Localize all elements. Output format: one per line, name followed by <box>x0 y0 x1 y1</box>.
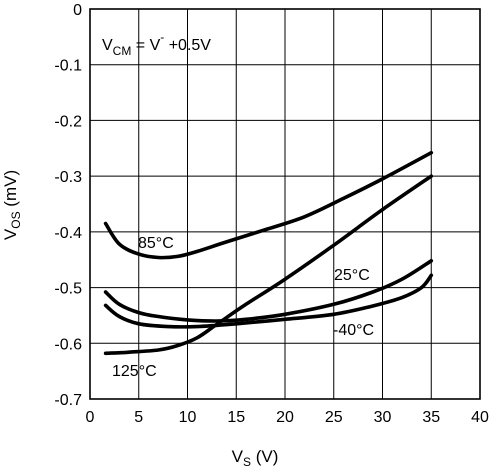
x-tick-label: 10 <box>179 409 197 426</box>
x-tick-labels: 0 5 10 15 20 25 30 35 40 <box>86 409 489 426</box>
x-tick-label: 35 <box>422 409 440 426</box>
x-tick-label: 25 <box>325 409 343 426</box>
series-label-minus40c: -40°C <box>333 322 374 339</box>
x-tick-label: 0 <box>86 409 95 426</box>
y-tick-label: -0.1 <box>54 58 82 75</box>
grid <box>90 9 480 399</box>
x-tick-label: 40 <box>471 409 489 426</box>
y-axis-title: VOS (mV) <box>1 170 23 240</box>
plot-frame <box>89 8 481 400</box>
series-label-25c: 25°C <box>334 267 370 284</box>
y-tick-label: -0.3 <box>54 169 82 186</box>
series-line-minus40c <box>103 273 434 329</box>
y-tick-label: -0.5 <box>54 281 82 298</box>
series-lines <box>103 150 434 356</box>
x-axis-title: VS (V) <box>232 447 279 468</box>
y-tick-label: -0.4 <box>54 225 82 242</box>
y-tick-label: -0.6 <box>54 336 82 353</box>
x-tick-label: 30 <box>374 409 392 426</box>
x-tick-label: 15 <box>227 409 245 426</box>
x-tick-label: 5 <box>134 409 143 426</box>
series-line-85c <box>103 150 434 260</box>
series-label-85c: 85°C <box>138 235 174 252</box>
x-tick-label: 20 <box>276 409 294 426</box>
y-tick-label: -0.2 <box>54 113 82 130</box>
y-tick-label: 0 <box>73 2 82 19</box>
y-tick-label: -0.7 <box>54 392 82 409</box>
series-line-25c <box>103 259 434 323</box>
series-line-125c <box>103 174 434 356</box>
vcm-condition-annotation: VCM = V- +0.5V <box>102 30 211 58</box>
series-label-125c: 125°C <box>112 363 157 380</box>
y-tick-labels: 0 -0.1 -0.2 -0.3 -0.4 -0.5 -0.6 -0.7 <box>54 2 82 409</box>
